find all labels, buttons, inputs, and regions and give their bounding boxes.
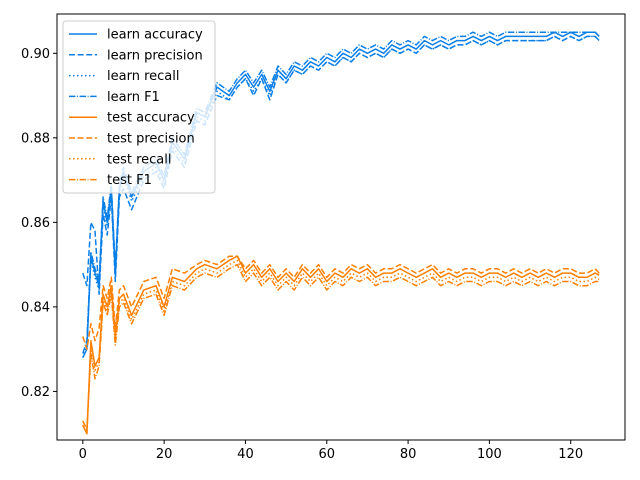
legend-label: test accuracy	[107, 111, 195, 126]
legend-label: test precision	[107, 132, 195, 147]
series-line-learn-accuracy	[82, 31, 600, 358]
y-tick-label: 0.90	[21, 47, 50, 62]
series-line-test-accuracy	[82, 255, 600, 435]
legend-label: learn F1	[107, 90, 160, 105]
y-tick-label: 0.82	[21, 385, 50, 400]
series-line-learn-recall	[82, 35, 600, 358]
x-tick-label: 100	[477, 447, 502, 462]
x-tick-label: 40	[237, 447, 254, 462]
y-axis: 0.82 0.84 0.86 0.88 0.90	[21, 47, 57, 400]
legend: learn accuracy learn precision learn recal…	[62, 20, 216, 194]
legend-label: test F1	[107, 173, 152, 188]
legend-box	[62, 20, 216, 194]
x-axis: 0 20 40 60 80 100 120	[79, 440, 583, 462]
y-tick-label: 0.86	[21, 216, 50, 231]
series-line-test-precision	[82, 255, 600, 350]
legend-label: test recall	[107, 152, 172, 167]
x-tick-label: 0	[79, 447, 87, 462]
series-line-test-recall	[82, 259, 600, 435]
x-tick-label: 80	[400, 447, 417, 462]
legend-label: learn precision	[107, 48, 203, 63]
y-tick-label: 0.88	[21, 131, 50, 146]
legend-label: learn recall	[107, 69, 179, 84]
x-tick-label: 120	[558, 447, 583, 462]
axes-frame	[56, 13, 626, 441]
legend-label: learn accuracy	[107, 28, 203, 43]
series-line-test-f1	[82, 263, 600, 431]
x-tick-label: 20	[156, 447, 173, 462]
y-tick-label: 0.84	[21, 300, 50, 315]
series-line-learn-f1	[82, 31, 600, 354]
series-layer	[82, 31, 600, 435]
x-tick-label: 60	[318, 447, 335, 462]
